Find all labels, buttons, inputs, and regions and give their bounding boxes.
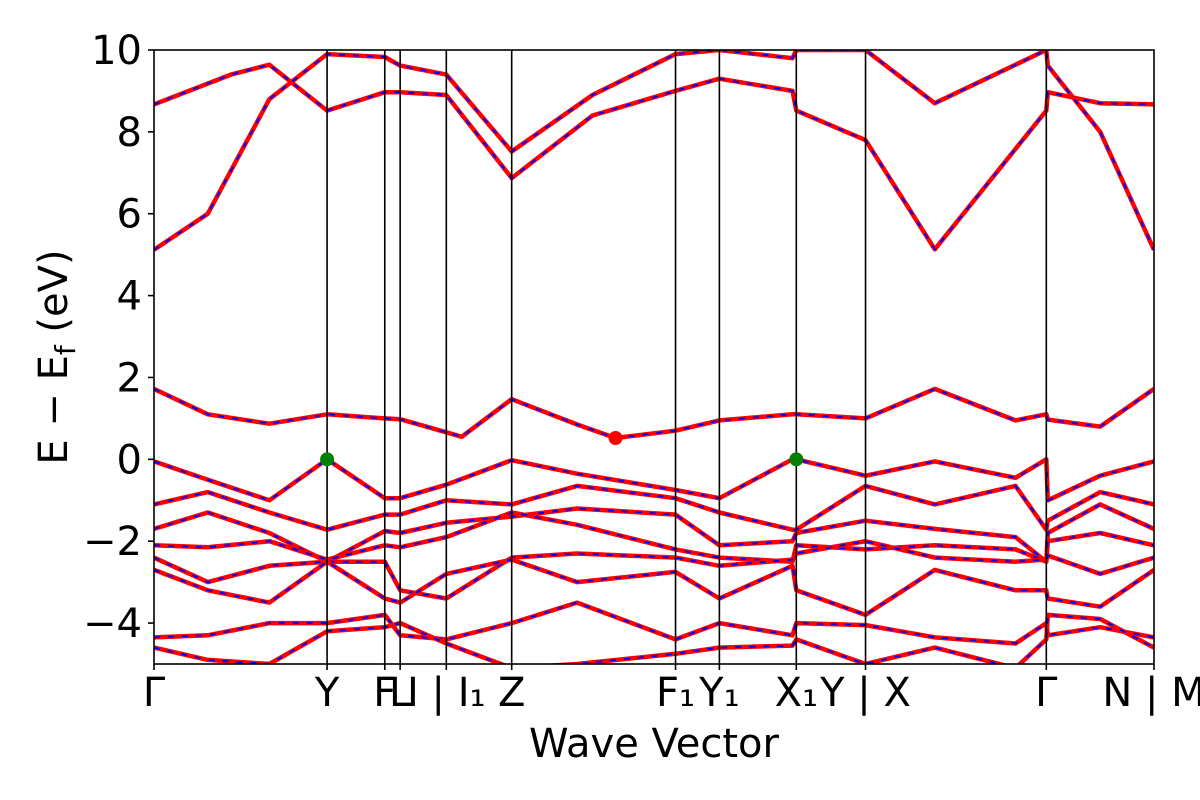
band-8-line [154,538,1154,601]
y-tick-label: 6 [117,192,142,238]
y-axis-title-unit: (eV) [31,249,77,345]
band-1-line [154,62,1154,252]
x-tick-label: N | M [1102,670,1200,716]
band-3-dashed-overlay [154,387,1154,440]
y-tick-label: 2 [117,355,142,401]
band-5-dashed-overlay [154,484,1154,533]
y-tick-label: 0 [117,437,142,483]
vbm-marker [789,452,804,467]
band-lines [154,50,1154,664]
x-tick-label: Y₁ [698,670,739,716]
band-10-line [154,600,1154,646]
band-2-dashed-overlay [154,50,1154,251]
band-2-line [154,50,1154,252]
x-tick-label: I | I₁ [407,670,486,716]
y-tick-label: 8 [117,110,142,156]
x-tick-label: Γ [143,670,166,716]
x-tick-label: F₁ [656,670,695,716]
band-3-line [154,386,1154,441]
y-tick-label: −2 [83,519,142,565]
band-7-dashed-overlay [154,511,1154,564]
x-tick-label: Γ [1035,670,1058,716]
extrema-markers [320,431,804,467]
plot-frame [153,49,1155,665]
band-11-dashed-overlay [154,613,1154,664]
y-axis: 10 8 6 4 2 0 −2 −4 [83,28,154,647]
y-tick-label: −4 [83,601,142,647]
y-axis-title-subscript: f [49,344,82,355]
y-axis-title: E − Ef (eV) [31,249,82,464]
band-10-dashed-overlay [154,601,1154,645]
band-4-line [154,457,1154,503]
x-tick-label: Z [498,670,525,716]
x-axis: Γ Y FLI | I₁ Z F₁ Y₁ X₁ Y | X Γ N | M [143,664,1200,716]
vbm-marker [320,452,335,467]
y-tick-label: 4 [117,274,142,320]
high-symmetry-lines [326,50,1048,664]
x-tick-label: X₁ [775,670,818,716]
x-tick-label: F [373,670,396,716]
x-axis-title: Wave Vector [529,721,780,767]
band-9-line [154,557,1154,618]
x-tick-label: Y [314,670,340,716]
cbm-marker [608,431,623,446]
y-axis-title-main: E − E [31,355,77,465]
x-tick-label: L [389,670,412,716]
x-tick-label: Y | X [819,670,911,716]
y-tick-label: 10 [91,28,142,74]
band-9-dashed-overlay [154,558,1154,617]
